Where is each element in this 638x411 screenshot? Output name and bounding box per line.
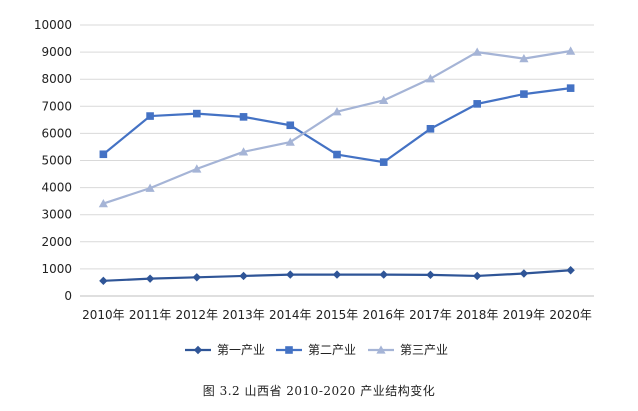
data-point (566, 84, 575, 92)
y-tick-label: 9000 (41, 45, 72, 59)
y-tick-label: 4000 (41, 181, 72, 195)
data-point (145, 274, 155, 283)
series-1 (99, 266, 575, 286)
x-tick-label: 2014年 (269, 308, 312, 322)
y-tick-label: 7000 (41, 99, 72, 113)
data-point (379, 270, 388, 279)
legend-swatch-marker (376, 345, 386, 354)
legend-item-3: 第三产业 (368, 343, 448, 357)
data-point (473, 100, 481, 108)
data-point (472, 47, 482, 56)
data-point (99, 276, 108, 286)
legend-swatch-marker (193, 345, 203, 355)
data-point (146, 112, 154, 120)
x-axis-ticks: 2010年 2011年 2012年 2013年 2014年 2015年 2016年 2017年… (82, 308, 592, 322)
y-axis-ticks: 0 1000 2000 3000 4000 5000 6000 7000 8000 9000 100… (34, 18, 72, 303)
y-tick-label: 8000 (41, 72, 72, 86)
legend-label: 第三产业 (400, 343, 448, 357)
series-lines (98, 46, 576, 286)
legend-label: 第二产业 (308, 343, 356, 357)
x-tick-label: 2017年 (409, 308, 452, 322)
data-point (98, 198, 108, 208)
x-tick-label: 2010年 (82, 308, 125, 322)
legend-label: 第一产业 (217, 343, 265, 357)
data-point (286, 270, 295, 279)
y-tick-label: 3000 (41, 208, 72, 222)
data-point (286, 121, 295, 130)
data-point (239, 113, 248, 121)
legend: 第一产业 第二产业 第三产业 (185, 343, 448, 357)
x-tick-label: 2013年 (222, 308, 265, 322)
data-point (285, 137, 295, 146)
y-tick-label: 5000 (41, 154, 72, 168)
y-tick-label: 10000 (34, 18, 72, 32)
data-point (192, 273, 202, 282)
x-tick-label: 2020年 (549, 308, 592, 322)
x-tick-label: 2011年 (129, 308, 172, 322)
data-point (425, 74, 436, 83)
data-point (426, 270, 435, 280)
data-point (379, 95, 389, 105)
data-point (332, 107, 342, 116)
figure-caption: 图 3.2 山西省 2010-2020 产业结构变化 (202, 384, 436, 398)
data-point (238, 147, 249, 156)
x-tick-label: 2012年 (176, 308, 219, 322)
data-point (239, 271, 248, 281)
data-point (333, 150, 341, 159)
legend-swatch-marker (285, 346, 293, 354)
grid-lines (80, 24, 594, 297)
x-tick-label: 2015年 (316, 308, 359, 322)
x-tick-label: 2019年 (503, 308, 546, 322)
data-point (472, 271, 482, 281)
data-point (519, 269, 529, 278)
y-tick-label: 1000 (41, 262, 72, 276)
x-tick-label: 2016年 (362, 308, 405, 322)
data-point (99, 150, 108, 159)
series-3 (98, 46, 576, 208)
series-2 (99, 84, 575, 166)
data-point (192, 164, 202, 173)
data-point (566, 46, 576, 55)
y-tick-label: 0 (64, 289, 72, 303)
data-point (520, 90, 528, 98)
data-point (566, 266, 575, 275)
y-tick-label: 2000 (41, 235, 72, 249)
data-point (426, 124, 435, 133)
legend-item-1: 第一产业 (185, 343, 265, 357)
legend-item-2: 第二产业 (276, 343, 356, 357)
data-point (145, 183, 155, 192)
data-point (519, 54, 529, 63)
data-point (193, 109, 201, 118)
y-tick-label: 6000 (41, 126, 72, 140)
data-point (332, 270, 342, 279)
line-chart: 0 1000 2000 3000 4000 5000 6000 7000 8000 9000 100… (34, 18, 594, 357)
series-line (103, 49, 571, 205)
data-point (379, 158, 388, 166)
x-tick-label: 2018年 (456, 308, 499, 322)
